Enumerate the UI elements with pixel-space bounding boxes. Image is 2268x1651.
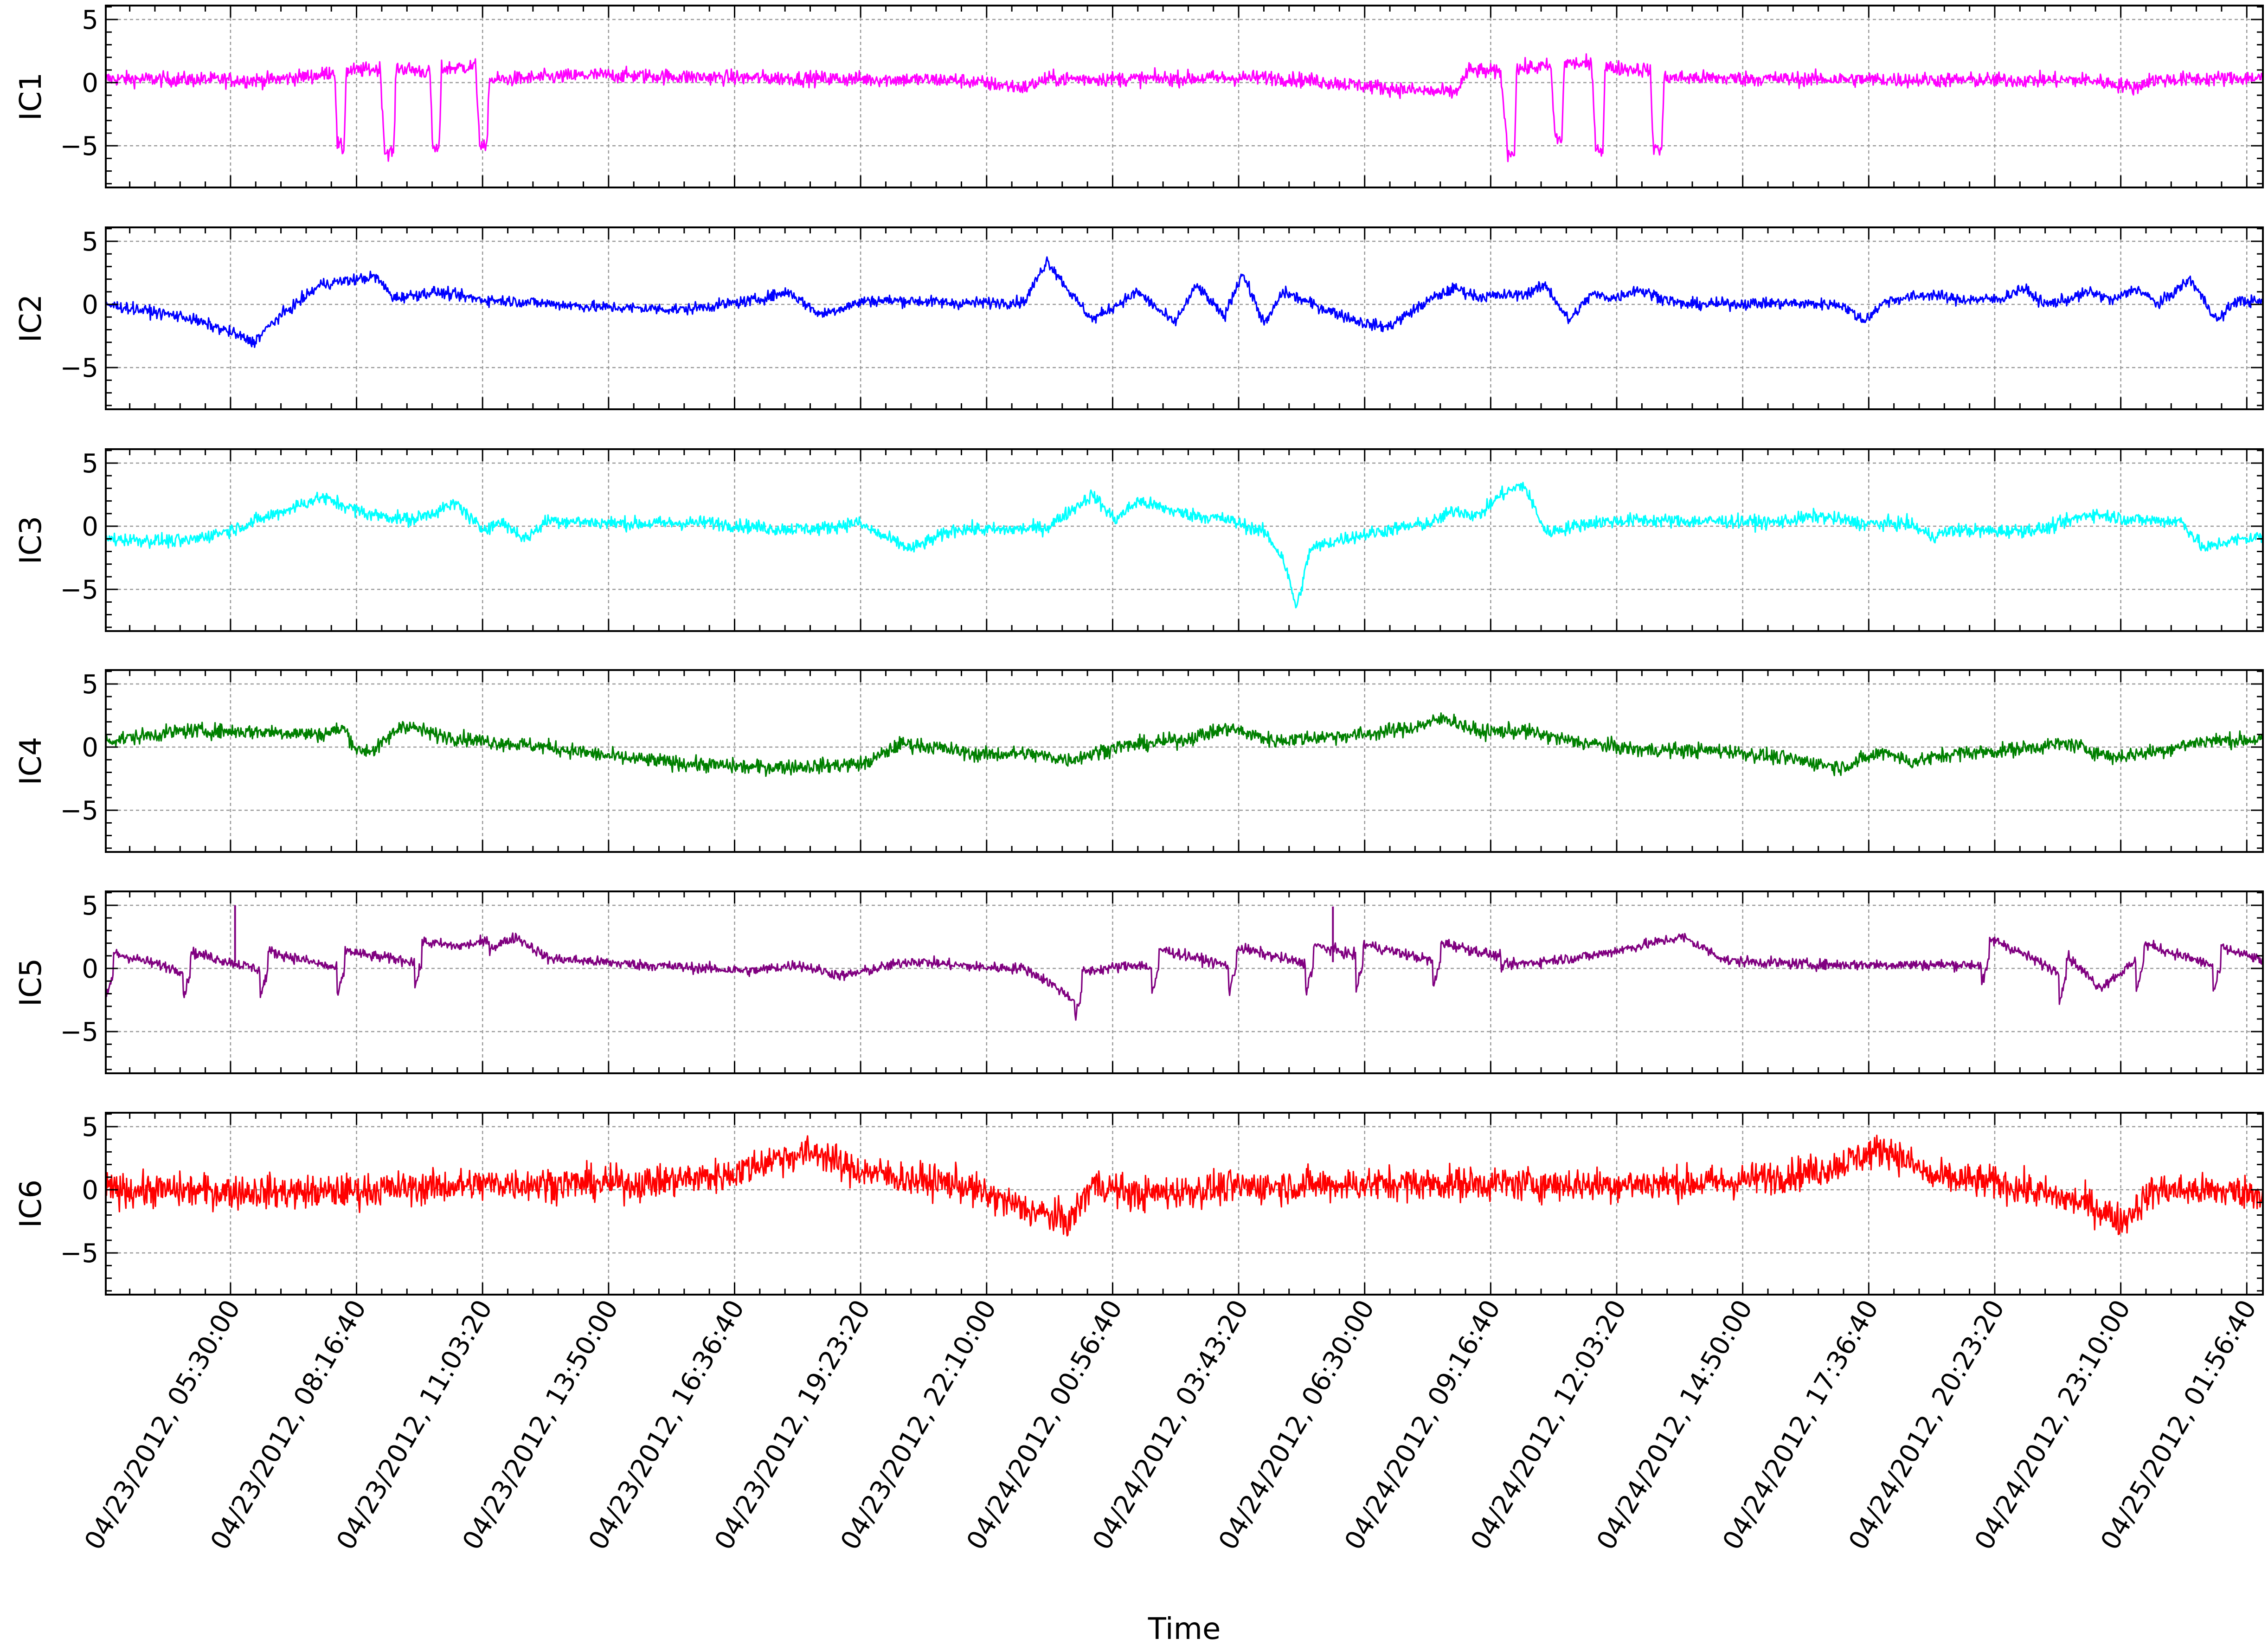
y-axis-label: IC2 (14, 294, 48, 342)
y-axis-label: IC3 (14, 516, 48, 564)
panel-ic5: 5 0 −5 IC5 (14, 890, 2264, 1074)
y-tick-label: −5 (60, 796, 98, 826)
series-line-ic6 (106, 1135, 2263, 1237)
y-axis-label: IC6 (14, 1180, 48, 1228)
panel-ic6: 5 0 −5 IC6 (14, 1112, 2264, 1296)
axes-frame (105, 5, 2264, 188)
y-tick-label: 0 (82, 290, 98, 320)
y-axis-label: IC1 (14, 72, 48, 121)
y-tick-label: −5 (60, 1017, 98, 1047)
series-line-ic4 (106, 712, 2263, 777)
series-line-ic3 (106, 482, 2263, 609)
y-tick-label: 5 (82, 449, 98, 479)
series-line-ic5 (106, 932, 2263, 1021)
y-tick-label: 0 (82, 68, 98, 98)
y-tick-label: 0 (82, 954, 98, 984)
axes-frame (105, 890, 2264, 1074)
panel-ic3: 5 0 −5 IC3 (14, 448, 2264, 632)
y-tick-label: −5 (60, 575, 98, 605)
y-tick-label: 0 (82, 512, 98, 542)
series-line-ic2 (106, 256, 2263, 348)
y-tick-label: −5 (60, 353, 98, 383)
panel-ic1: 5 0 −5 IC1 (14, 5, 2264, 188)
y-tick-label: 0 (82, 733, 98, 763)
y-tick-label: −5 (60, 131, 98, 161)
series-line-ic1 (106, 53, 2263, 162)
y-tick-label: 0 (82, 1175, 98, 1206)
y-tick-label: −5 (60, 1238, 98, 1269)
axes-frame (105, 226, 2264, 410)
axes-frame (105, 1112, 2264, 1296)
panel-ic2: 5 0 −5 IC2 (14, 226, 2264, 410)
y-axis-label: IC5 (14, 958, 48, 1006)
y-tick-label: 5 (82, 670, 98, 700)
y-tick-label: 5 (82, 227, 98, 257)
y-axis-label: IC4 (14, 737, 48, 785)
axes-frame (105, 448, 2264, 632)
x-axis-label: Time (1148, 1612, 1221, 1646)
y-tick-label: 5 (82, 1112, 98, 1142)
y-tick-label: 5 (82, 891, 98, 921)
axes-frame (105, 669, 2264, 853)
y-tick-label: 5 (82, 5, 98, 35)
panel-ic4: 5 0 −5 IC4 (14, 669, 2264, 853)
